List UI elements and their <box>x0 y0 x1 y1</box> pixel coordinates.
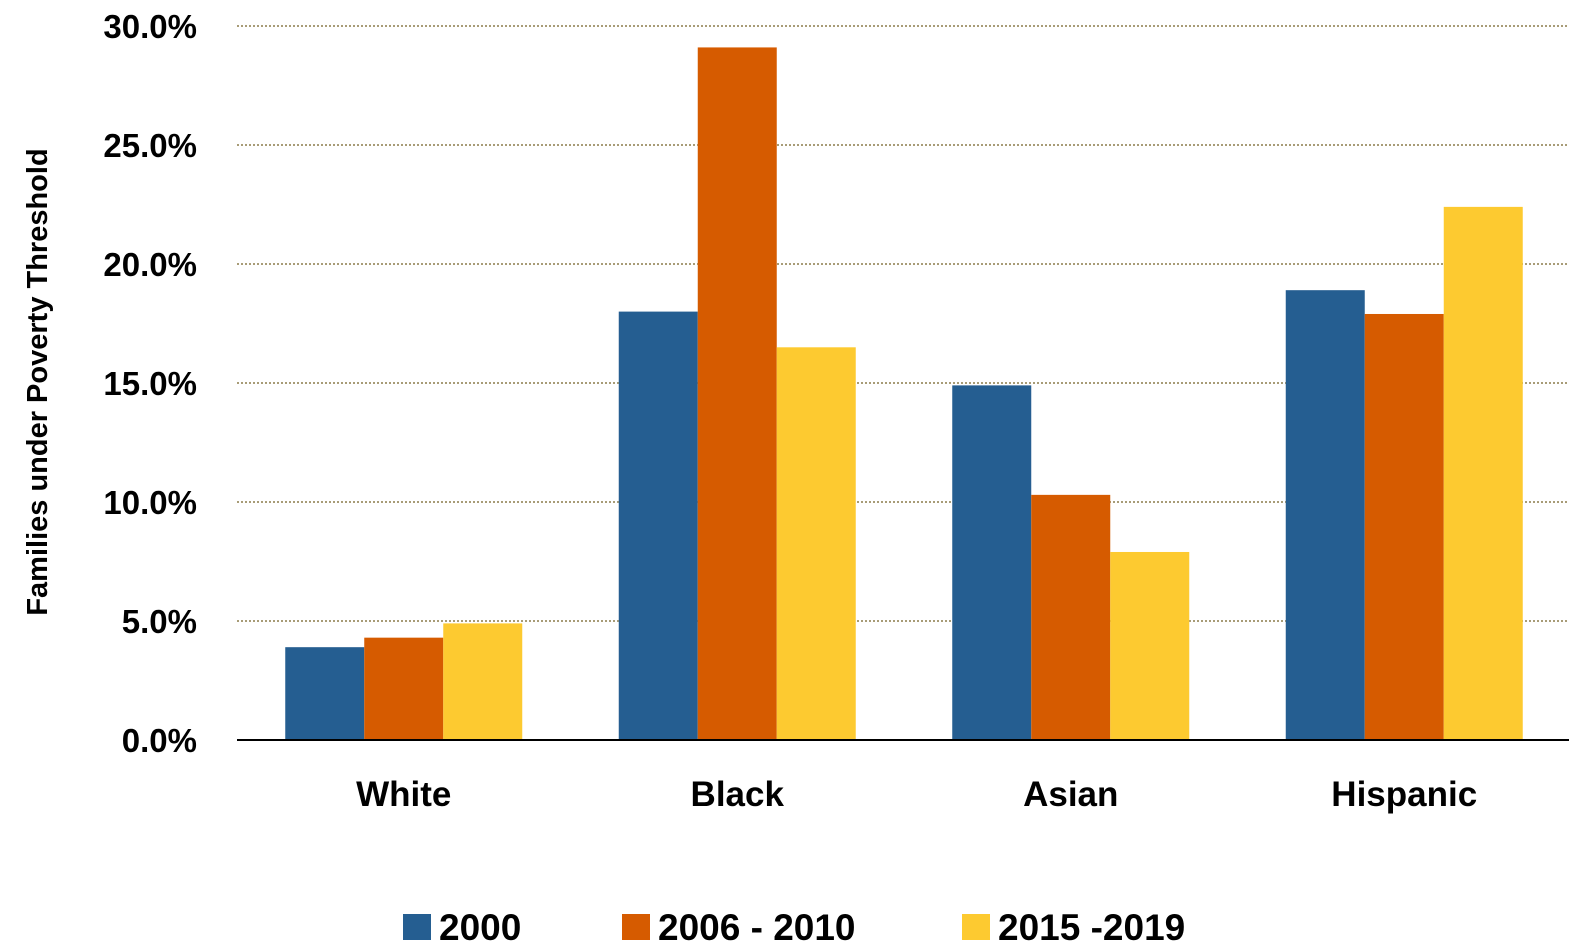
y-tick-label: 30.0% <box>103 8 197 45</box>
bar-white-0 <box>285 647 365 740</box>
legend-label: 2015 -2019 <box>998 907 1185 945</box>
x-category-label: Asian <box>1023 775 1118 814</box>
y-tick-label: 20.0% <box>103 246 197 283</box>
x-category-label: Hispanic <box>1331 775 1477 814</box>
bar-black-1 <box>697 47 777 741</box>
bar-asian-2 <box>1110 551 1190 740</box>
bars <box>285 47 1523 741</box>
bar-asian-1 <box>1031 494 1111 740</box>
x-axis-categories: White Black Asian Hispanic <box>356 775 1477 814</box>
legend-swatch <box>622 914 650 940</box>
bar-hispanic-2 <box>1443 206 1523 740</box>
bar-white-1 <box>364 637 444 740</box>
y-tick-label: 0.0% <box>122 722 197 759</box>
bar-hispanic-1 <box>1364 313 1444 740</box>
bar-hispanic-0 <box>1285 290 1365 740</box>
legend-label: 2000 <box>439 907 521 945</box>
y-tick-label: 5.0% <box>122 603 197 640</box>
x-category-label: White <box>356 775 451 814</box>
legend-swatch <box>403 914 431 940</box>
legend-label: 2006 - 2010 <box>658 907 856 945</box>
y-tick-label: 25.0% <box>103 127 197 164</box>
bar-black-2 <box>776 347 856 740</box>
y-axis-ticks: 0.0% 5.0% 10.0% 15.0% 20.0% 25.0% 30.0% <box>103 8 197 759</box>
legend-swatch <box>962 914 990 940</box>
bar-white-2 <box>443 623 523 740</box>
legend: 2000 2006 - 2010 2015 -2019 <box>403 907 1185 945</box>
y-tick-label: 15.0% <box>103 365 197 402</box>
bar-black-0 <box>618 311 698 740</box>
bar-asian-0 <box>952 385 1032 740</box>
x-category-label: Black <box>691 775 785 814</box>
y-tick-label: 10.0% <box>103 484 197 521</box>
y-axis-title: Families under Poverty Threshold <box>22 148 54 615</box>
